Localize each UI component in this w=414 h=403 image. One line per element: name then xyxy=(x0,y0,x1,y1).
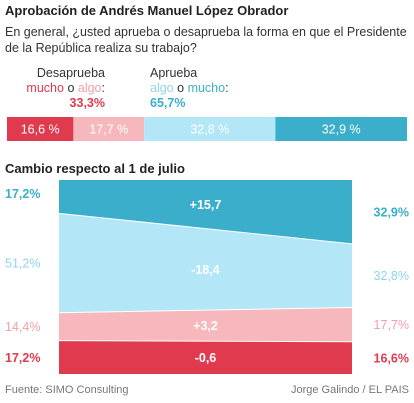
legend-approve-label: Aprueba xyxy=(150,66,198,80)
legend-disapprove-label: Desaprueba xyxy=(36,66,105,80)
area-band-3 xyxy=(59,180,352,244)
legend-o-1: o xyxy=(67,81,75,95)
area-band-1 xyxy=(59,307,352,342)
legend-algo-aprueba: algo xyxy=(150,81,174,95)
area-right-label-2: 32,8% xyxy=(374,269,409,283)
bar-segment-3 xyxy=(275,117,407,141)
bar-label-0: 16,6 % xyxy=(21,123,60,137)
area-change-label-0: -0,6 xyxy=(195,351,217,365)
survey-question: En general, ¿usted aprueba o desaprueba … xyxy=(5,25,407,55)
bar-label-1: 17,7 % xyxy=(89,123,128,137)
bar-label-3: 32,9 % xyxy=(322,123,361,137)
legend-approve-total: 65,7% xyxy=(150,96,186,110)
credit-text: Jorge Galindo / EL PAIS xyxy=(290,384,409,396)
section-title-change: Cambio respecto al 1 de julio xyxy=(5,161,185,176)
area-change-label-3: +15,7 xyxy=(190,198,222,212)
legend-disapprove-total: 33,3% xyxy=(69,96,105,110)
legend-approve: Aprueba algo o mucho: 65,7% xyxy=(150,66,229,111)
area-separator-1 xyxy=(58,306,353,314)
legend-mucho-aprueba: mucho xyxy=(187,81,226,95)
area-left-label-0: 17,2% xyxy=(5,351,40,365)
bar-segment-1 xyxy=(73,117,145,141)
area-separator-0 xyxy=(58,340,353,343)
bar-label-2: 32,8 % xyxy=(190,123,229,137)
area-left-label-2: 51,2% xyxy=(5,257,40,271)
page-title: Aprobación de Andrés Manuel López Obrado… xyxy=(5,3,289,18)
bar-segment-2 xyxy=(144,117,276,141)
legend-disapprove: Desaprueba mucho o algo: 33,3% xyxy=(26,66,105,111)
area-change-label-2: -18,4 xyxy=(191,263,220,277)
legend-algo-desaprueba: algo xyxy=(77,81,102,95)
legend-colon-1: : xyxy=(101,81,105,95)
area-left-label-3: 17,2% xyxy=(5,187,40,201)
source-text: Fuente: SIMO Consulting xyxy=(5,384,129,396)
area-right-label-3: 32,9% xyxy=(374,205,409,219)
legend-o-2: o xyxy=(177,81,185,95)
legend-colon-2: : xyxy=(225,81,229,95)
area-band-2 xyxy=(59,213,352,313)
area-separator-2 xyxy=(58,212,353,245)
area-right-label-1: 17,7% xyxy=(374,318,409,332)
legend-approve-detail: algo o mucho: xyxy=(150,81,229,96)
legend-mucho-desaprueba: mucho xyxy=(26,81,64,95)
area-band-0 xyxy=(59,340,352,374)
bar-segment-0 xyxy=(7,117,74,141)
area-change-label-1: +3,2 xyxy=(193,319,218,333)
legend-disapprove-detail: mucho o algo: xyxy=(26,81,105,96)
area-right-label-0: 16,6% xyxy=(374,351,409,365)
area-left-label-1: 14,4% xyxy=(5,320,40,334)
